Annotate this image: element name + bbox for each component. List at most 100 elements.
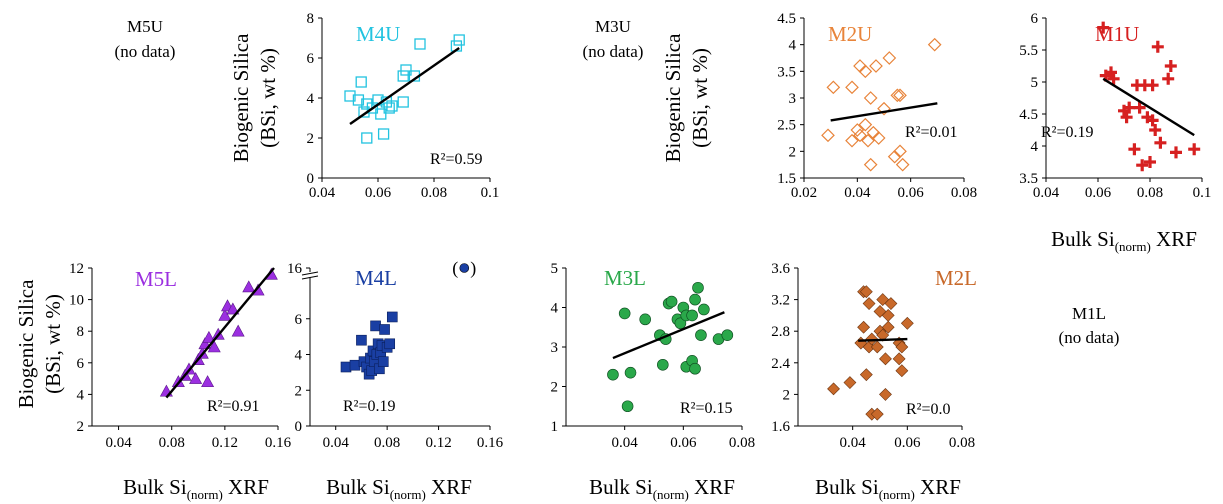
data-point xyxy=(1105,66,1117,79)
data-point xyxy=(900,316,914,330)
x-tick-label: 0.08 xyxy=(729,435,755,451)
outlier-paren-open: ( xyxy=(452,258,458,279)
r-squared-label: R²=0.19 xyxy=(1041,124,1094,141)
data-point xyxy=(721,329,734,341)
panel-title: M2U xyxy=(828,22,872,46)
y-tick-label: 0 xyxy=(295,419,303,435)
data-point xyxy=(397,96,409,108)
data-point xyxy=(1123,101,1136,114)
x-tick-label: 0.06 xyxy=(365,185,392,201)
r-squared-label: R²=0.15 xyxy=(680,400,733,417)
data-point xyxy=(869,59,883,73)
data-point xyxy=(344,90,356,102)
data-point xyxy=(674,317,687,330)
y-tick-label: 8 xyxy=(307,11,315,27)
data-point xyxy=(890,88,905,103)
fit-line xyxy=(1102,77,1195,137)
x-tick-label: 0.06 xyxy=(894,435,921,451)
data-point xyxy=(618,307,631,320)
data-point xyxy=(1170,146,1182,159)
data-point xyxy=(689,362,701,375)
data-point xyxy=(386,311,398,323)
data-point xyxy=(1133,101,1146,114)
data-point xyxy=(414,38,426,50)
axis-break-gap xyxy=(302,272,318,277)
x-tick-label: 0.1 xyxy=(1193,185,1212,201)
data-point xyxy=(892,352,906,366)
data-point xyxy=(375,108,387,120)
axis-break-icon xyxy=(301,271,319,280)
data-point xyxy=(386,100,398,112)
data-point xyxy=(207,340,221,353)
data-point xyxy=(858,117,873,132)
data-point xyxy=(242,280,256,293)
data-point xyxy=(859,285,873,299)
x-tick-label: 0.08 xyxy=(951,185,977,201)
outlier-point xyxy=(459,263,470,273)
data-point xyxy=(1162,72,1175,85)
ylabel-mid-line2: (BSi, wt %) xyxy=(688,48,712,148)
r-squared-label: R²=0.01 xyxy=(905,124,958,141)
panel-m1l-title: M1L xyxy=(1072,304,1106,323)
y-tick-label: 4 xyxy=(1031,139,1039,155)
panel-m5l: 2 4 6 8 10 12 0.04 0.08 0.12 0.16 M5L R²=0.91 xyxy=(69,261,292,451)
data-point xyxy=(1136,159,1149,172)
data-point xyxy=(884,297,898,310)
y-tick-label: 4 xyxy=(307,91,315,107)
panel-title: M4L xyxy=(355,266,397,290)
ylabel-bottom-line2: (BSi, wt %) xyxy=(41,294,65,394)
y-tick-label: 5 xyxy=(1031,75,1039,91)
data-point xyxy=(377,128,390,140)
fit-line xyxy=(830,102,938,122)
y-tick-label: 3.6 xyxy=(771,261,790,277)
data-point xyxy=(361,132,373,144)
panel-m2l: 1.6 2 2.4 2.8 3.2 3.6 0.04 0.06 0.08 M2L R²=0.0 xyxy=(771,261,977,451)
data-point xyxy=(827,382,840,396)
y-tick-label: 2.8 xyxy=(771,324,790,340)
x-tick-label: 0.04 xyxy=(612,435,639,451)
data-point xyxy=(893,144,907,159)
data-point xyxy=(1144,156,1156,168)
y-tick-label: 2.5 xyxy=(777,118,796,134)
x-tick-label: 0.04 xyxy=(105,435,132,451)
y-tick-label: 3 xyxy=(789,91,797,107)
data-point xyxy=(1107,72,1120,85)
x-tick-label: 0.12 xyxy=(212,435,238,451)
panel-m3u-note: (no data) xyxy=(583,42,644,61)
y-tick-label: 4 xyxy=(551,301,559,317)
data-point xyxy=(863,91,878,105)
x-tick-label: 0.06 xyxy=(898,185,925,201)
y-tick-label: 4 xyxy=(789,38,797,54)
data-point xyxy=(698,303,710,316)
x-tick-label: 0.04 xyxy=(840,435,867,451)
y-tick-label: 3.2 xyxy=(771,293,790,309)
y-tick-label: 6 xyxy=(77,356,85,372)
ylabel-top-line1: Biogenic Silica xyxy=(229,33,253,163)
data-point xyxy=(695,329,707,341)
data-point xyxy=(859,368,873,382)
data-point xyxy=(877,101,891,116)
y-tick-label: 4 xyxy=(295,348,303,364)
data-point xyxy=(845,133,859,148)
ylabel-top-line2: (BSi, wt %) xyxy=(256,48,280,148)
data-point xyxy=(379,324,390,335)
data-point xyxy=(895,157,910,172)
ylabel-mid-line1: Biogenic Silica xyxy=(661,33,685,163)
x-tick-label: 0.04 xyxy=(844,185,871,201)
y-tick-label: 5 xyxy=(551,261,559,277)
data-point xyxy=(1151,40,1164,53)
r-squared-label: R²=0.0 xyxy=(906,401,951,418)
y-tick-label-break: 16 xyxy=(287,261,303,277)
y-tick-label: 6 xyxy=(307,51,315,67)
data-point xyxy=(607,368,619,381)
data-point xyxy=(826,80,841,95)
fit-line xyxy=(612,311,725,360)
data-point xyxy=(879,352,892,366)
chart-panels: 0 2 4 6 8 0.04 0.06 0.08 0.1 M4U R²=0.59 1.5 2 2.5 3 3.… xyxy=(69,11,1211,451)
r-squared-label: R²=0.91 xyxy=(207,398,260,415)
r-squared-label: R²=0.59 xyxy=(430,151,483,168)
data-point xyxy=(843,376,857,389)
data-point xyxy=(370,320,381,332)
data-point xyxy=(887,149,902,164)
data-point xyxy=(349,359,361,371)
